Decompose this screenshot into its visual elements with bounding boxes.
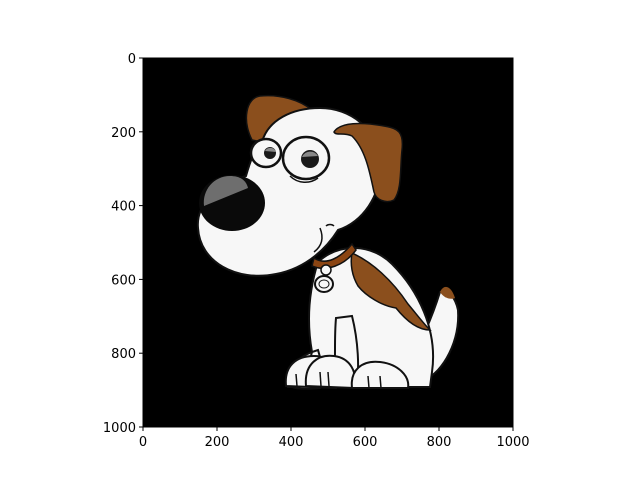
eye-left-shine bbox=[265, 147, 276, 152]
nose-highlight bbox=[203, 176, 248, 206]
collar-tag bbox=[314, 275, 334, 293]
x-tick-label: 400 bbox=[279, 435, 304, 450]
paw-back bbox=[350, 360, 410, 389]
y-tick-label: 200 bbox=[111, 126, 136, 141]
cheek-line bbox=[325, 223, 335, 227]
collar-tag-inner bbox=[318, 279, 330, 289]
toe-line bbox=[367, 375, 370, 389]
y-tick-label: 800 bbox=[111, 347, 136, 362]
x-tick-label: 200 bbox=[205, 435, 230, 450]
x-tick-label: 1000 bbox=[496, 435, 529, 450]
plot-area bbox=[142, 57, 514, 428]
body-brown-patch bbox=[350, 251, 432, 331]
mouth-line bbox=[313, 227, 323, 253]
x-tick-label: 0 bbox=[139, 435, 147, 450]
collar-ring bbox=[320, 264, 332, 276]
y-tick-label: 0 bbox=[128, 52, 136, 67]
toe-line bbox=[319, 371, 322, 387]
y-axis-ticks: 0 200 400 600 800 1000 bbox=[103, 52, 143, 436]
toe-line bbox=[379, 375, 382, 389]
tail-tip-patch bbox=[440, 286, 455, 299]
eye-right-shine bbox=[302, 151, 318, 157]
toe-line bbox=[327, 371, 330, 387]
x-tick-label: 800 bbox=[427, 435, 452, 450]
y-tick-label: 600 bbox=[111, 273, 136, 288]
y-tick-label: 400 bbox=[111, 200, 136, 215]
ear-right bbox=[333, 122, 404, 203]
eyebrow-line bbox=[289, 175, 319, 183]
puppy-illustration bbox=[196, 94, 460, 390]
x-axis-ticks: 0 200 400 600 800 1000 bbox=[139, 427, 530, 450]
x-tick-label: 600 bbox=[353, 435, 378, 450]
y-tick-label: 1000 bbox=[103, 421, 136, 436]
toe-line bbox=[295, 373, 298, 387]
axes-frame bbox=[142, 57, 514, 428]
